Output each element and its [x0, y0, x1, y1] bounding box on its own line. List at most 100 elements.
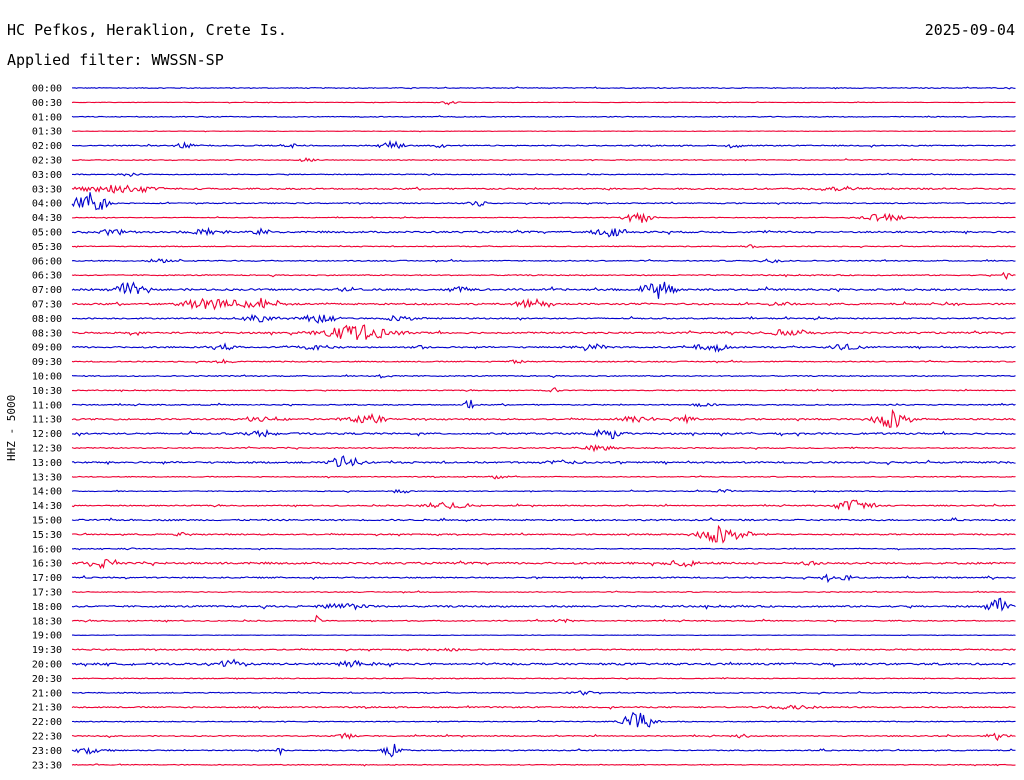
trace-1230 — [71, 444, 1016, 453]
time-label-1000: 10:00 — [32, 372, 62, 383]
trace-0900 — [71, 342, 1016, 353]
trace-1130 — [71, 408, 1016, 429]
time-label-1100: 11:00 — [32, 400, 62, 411]
trace-1200 — [71, 428, 1016, 440]
trace-1630 — [71, 558, 1016, 570]
time-label-1230: 12:30 — [32, 444, 62, 455]
time-label-1700: 17:00 — [32, 573, 62, 584]
trace-1430 — [71, 499, 1016, 511]
time-label-0100: 01:00 — [32, 112, 62, 123]
time-label-0900: 09:00 — [32, 343, 62, 354]
trace-0230 — [71, 157, 1016, 163]
time-label-2030: 20:30 — [32, 674, 62, 685]
time-label-0200: 02:00 — [32, 141, 62, 152]
time-label-0430: 04:30 — [32, 213, 62, 224]
trace-2230 — [71, 732, 1016, 742]
time-label-1400: 14:00 — [32, 487, 62, 498]
trace-0000 — [71, 86, 1016, 90]
trace-1100 — [71, 399, 1016, 410]
time-label-1330: 13:30 — [32, 472, 62, 483]
trace-0100 — [71, 115, 1016, 118]
time-label-1300: 13:00 — [32, 458, 62, 469]
trace-0400 — [71, 192, 1016, 211]
time-label-1730: 17:30 — [32, 588, 62, 599]
trace-2200 — [71, 711, 1016, 728]
trace-0530 — [71, 244, 1016, 249]
trace-0630 — [71, 271, 1016, 280]
trace-1030 — [71, 387, 1016, 393]
time-label-2330: 23:30 — [32, 760, 62, 771]
time-label-1600: 16:00 — [32, 544, 62, 555]
time-label-2130: 21:30 — [32, 703, 62, 714]
time-label-0400: 04:00 — [32, 199, 62, 210]
time-label-0230: 02:30 — [32, 156, 62, 167]
trace-0500 — [71, 226, 1016, 238]
filter-label: Applied filter: WWSSN-SP — [7, 51, 224, 69]
trace-0600 — [71, 258, 1016, 264]
trace-1800 — [71, 597, 1016, 612]
trace-1330 — [71, 475, 1016, 480]
time-label-1530: 15:30 — [32, 530, 62, 541]
time-label-0930: 09:30 — [32, 357, 62, 368]
trace-0730 — [71, 297, 1016, 311]
trace-1300 — [71, 455, 1016, 467]
trace-0930 — [71, 358, 1016, 365]
time-label-2000: 20:00 — [32, 660, 62, 671]
trace-0300 — [71, 172, 1016, 178]
time-label-2230: 22:30 — [32, 732, 62, 743]
time-label-0700: 07:00 — [32, 285, 62, 296]
time-label-0730: 07:30 — [32, 300, 62, 311]
trace-0130 — [71, 130, 1016, 133]
time-label-0530: 05:30 — [32, 242, 62, 253]
trace-0330 — [71, 184, 1016, 194]
time-label-1500: 15:00 — [32, 516, 62, 527]
time-label-2300: 23:00 — [32, 746, 62, 757]
time-label-0800: 08:00 — [32, 314, 62, 325]
trace-2130 — [71, 704, 1016, 710]
time-label-1130: 11:30 — [32, 415, 62, 426]
trace-2030 — [71, 677, 1016, 681]
time-label-1930: 19:30 — [32, 645, 62, 656]
time-label-0500: 05:00 — [32, 228, 62, 239]
time-label-0830: 08:30 — [32, 328, 62, 339]
time-label-0330: 03:30 — [32, 184, 62, 195]
trace-2000 — [71, 658, 1016, 668]
time-label-2100: 21:00 — [32, 688, 62, 699]
trace-0700 — [71, 281, 1016, 299]
time-label-0000: 00:00 — [32, 84, 62, 95]
trace-1000 — [71, 374, 1016, 379]
time-label-1030: 10:30 — [32, 386, 62, 397]
time-label-1900: 19:00 — [32, 631, 62, 642]
trace-1700 — [71, 573, 1016, 584]
trace-0830 — [71, 324, 1016, 340]
date-label: 2025-09-04 — [924, 21, 1015, 39]
time-label-0630: 06:30 — [32, 271, 62, 282]
time-label-0030: 00:30 — [32, 98, 62, 109]
time-label-1200: 12:00 — [32, 429, 62, 440]
station-title: HC Pefkos, Heraklion, Crete Is. — [7, 21, 287, 39]
trace-1730 — [71, 590, 1016, 594]
trace-2100 — [71, 690, 1016, 696]
trace-1600 — [71, 547, 1016, 551]
trace-lines — [71, 86, 1016, 767]
trace-1500 — [71, 517, 1016, 523]
trace-0800 — [71, 313, 1016, 324]
trace-1530 — [71, 524, 1016, 544]
time-label-1830: 18:30 — [32, 616, 62, 627]
time-label-1430: 14:30 — [32, 501, 62, 512]
time-label-0130: 01:30 — [32, 127, 62, 138]
trace-2300 — [71, 743, 1016, 758]
trace-1830 — [71, 614, 1016, 624]
trace-0200 — [72, 139, 1016, 150]
trace-1900 — [71, 634, 1016, 637]
trace-0030 — [71, 100, 1016, 106]
time-label-1630: 16:30 — [32, 559, 62, 570]
trace-1930 — [71, 647, 1016, 652]
time-label-0300: 03:00 — [32, 170, 62, 181]
trace-1400 — [71, 488, 1016, 494]
time-label-2200: 22:00 — [32, 717, 62, 728]
time-label-0600: 06:00 — [32, 256, 62, 267]
trace-2330 — [71, 763, 1016, 767]
time-label-1800: 18:00 — [32, 602, 62, 613]
